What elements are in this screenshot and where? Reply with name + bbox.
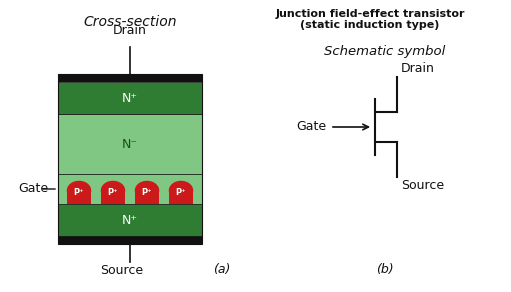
Text: Schematic symbol: Schematic symbol	[324, 46, 446, 58]
Text: Gate: Gate	[296, 121, 326, 133]
Text: Junction field-effect transistor: Junction field-effect transistor	[275, 9, 464, 19]
Text: P⁺: P⁺	[176, 188, 186, 197]
Bar	[58, 236, 202, 244]
Text: Gate: Gate	[18, 182, 48, 196]
Text: (b): (b)	[376, 263, 394, 277]
Bar	[58, 114, 202, 174]
Bar	[58, 82, 202, 114]
Bar	[134, 190, 160, 205]
Ellipse shape	[169, 181, 193, 200]
Bar	[66, 190, 92, 205]
Bar	[168, 190, 194, 205]
Bar	[135, 190, 159, 204]
Text: N⁻: N⁻	[122, 138, 138, 150]
Bar	[58, 174, 202, 204]
Text: (static induction type): (static induction type)	[300, 20, 439, 30]
Bar	[58, 74, 202, 82]
Bar	[58, 204, 202, 236]
Bar	[101, 190, 125, 204]
Text: Drain: Drain	[401, 62, 435, 75]
Ellipse shape	[67, 181, 91, 200]
Bar	[100, 190, 126, 205]
Bar	[67, 190, 91, 204]
Bar	[58, 74, 202, 244]
Ellipse shape	[101, 181, 125, 200]
Text: (a): (a)	[213, 263, 230, 277]
Text: Source: Source	[401, 179, 444, 192]
Text: Cross-section: Cross-section	[83, 15, 177, 29]
Text: P⁺: P⁺	[142, 188, 152, 197]
Text: Drain: Drain	[113, 24, 147, 37]
Text: P⁺: P⁺	[74, 188, 84, 197]
Bar	[169, 190, 193, 204]
Text: N⁺: N⁺	[122, 91, 138, 105]
Text: N⁺: N⁺	[122, 213, 138, 227]
Ellipse shape	[135, 181, 159, 200]
Text: Source: Source	[101, 263, 144, 277]
Text: P⁺: P⁺	[108, 188, 118, 197]
